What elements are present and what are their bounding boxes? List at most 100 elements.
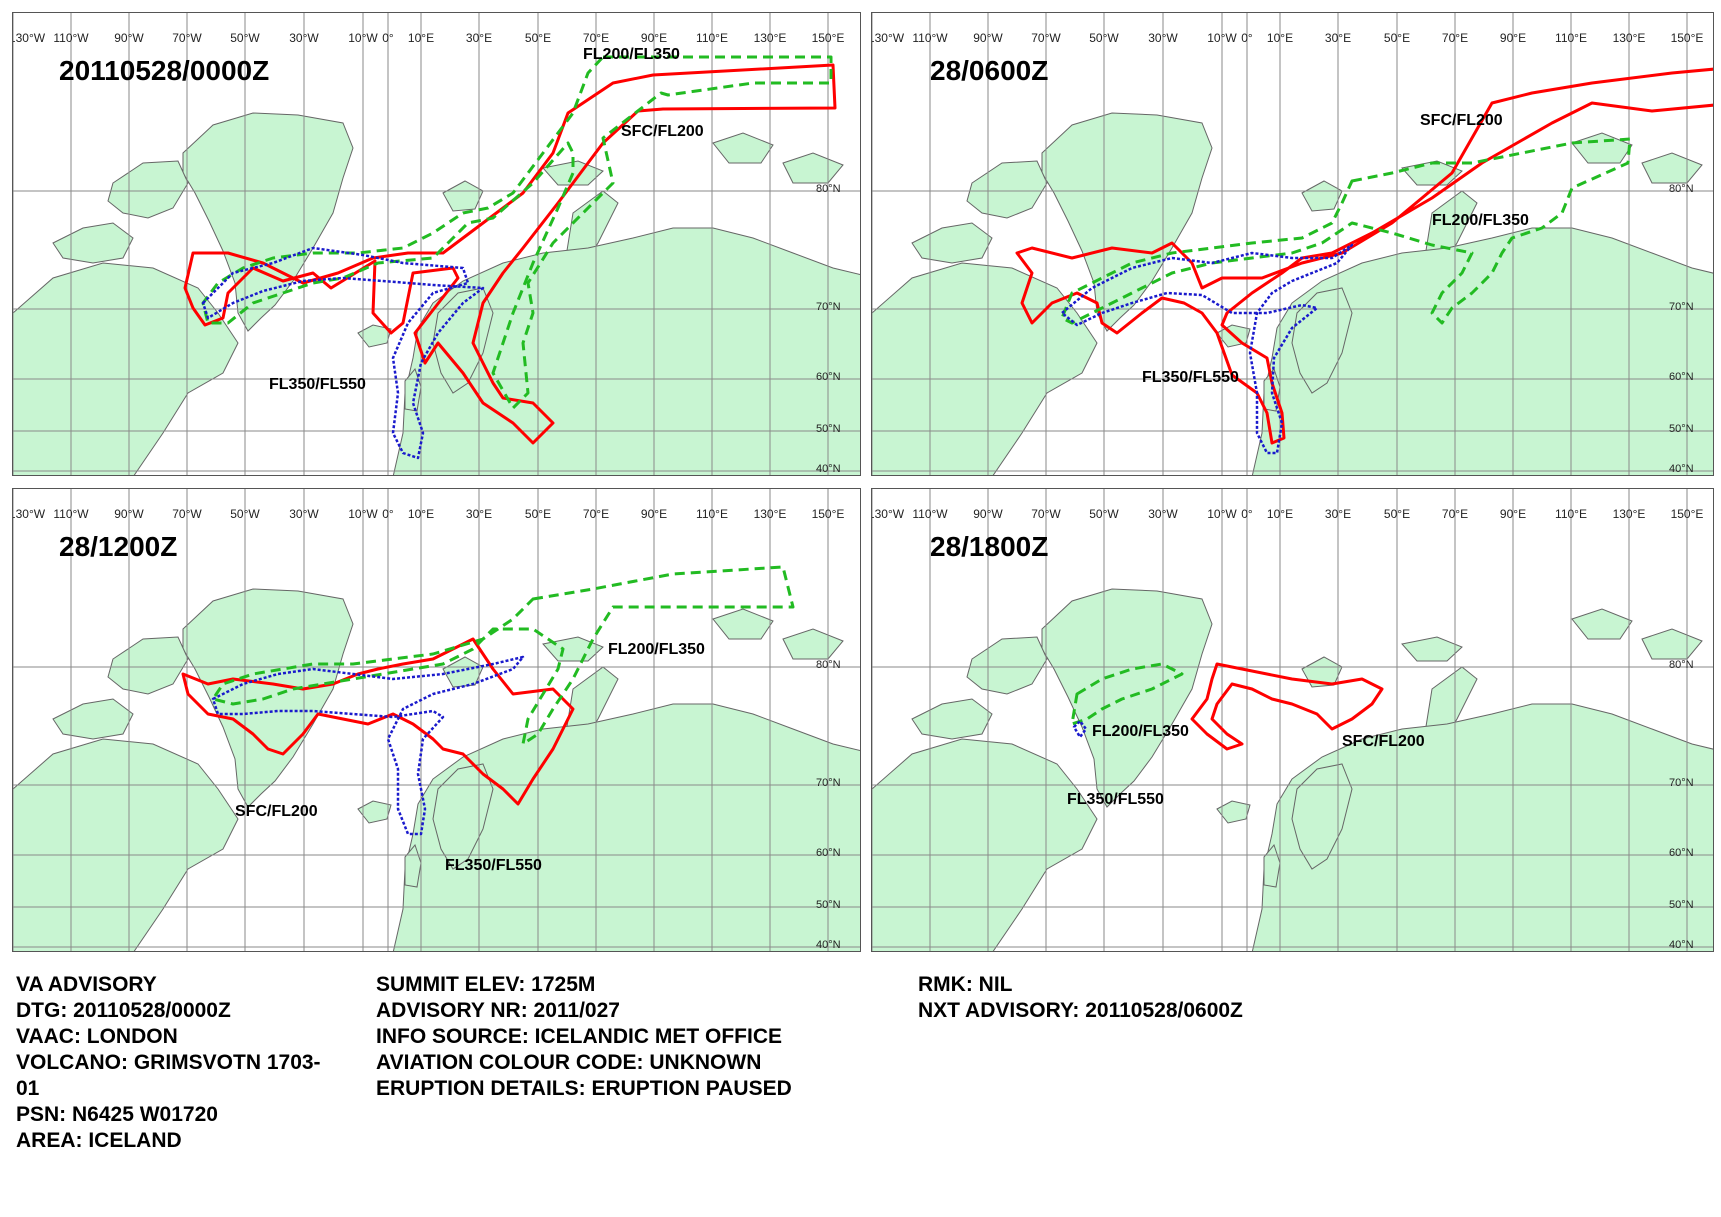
latitude-label: 40°N — [1669, 463, 1694, 475]
longitude-label: 90°E — [1499, 507, 1527, 521]
longitude-label: 50°W — [1089, 31, 1119, 45]
longitude-label: 10°W — [1207, 31, 1237, 45]
longitude-label: 110°W — [912, 31, 948, 45]
sfc-fl200-polygon — [183, 63, 837, 445]
landmass — [911, 222, 993, 264]
landmass — [1641, 628, 1703, 660]
longitude-label: 10°E — [407, 31, 435, 45]
longitude-label: 130°E — [1612, 507, 1646, 521]
panel-title: 28/1800Z — [930, 531, 1049, 562]
longitude-label: 30°E — [465, 31, 493, 45]
fl200-fl350-polygon — [211, 565, 795, 746]
longitude-label: 110°E — [1555, 31, 1587, 45]
landmass — [107, 636, 189, 695]
longitude-label: 110°W — [53, 31, 89, 45]
longitude-label: 30°E — [1324, 31, 1352, 45]
advisory-line: NXT ADVISORY: 20110528/0600Z — [918, 999, 1243, 1022]
ash-cloud-group — [1070, 662, 1384, 751]
panel-title: 28/1200Z — [59, 531, 178, 562]
landmass — [52, 222, 134, 264]
map-canvas — [13, 489, 860, 951]
advisory-line: ADVISORY NR: 2011/027 — [376, 999, 620, 1022]
longitude-label: 30°W — [1148, 507, 1178, 521]
advisory-line: RMK: NIL — [918, 973, 1013, 996]
longitude-label: 90°E — [640, 507, 668, 521]
advisory-line: ERUPTION DETAILS: ERUPTION PAUSED — [376, 1077, 792, 1100]
sfc-fl200-polygon — [1190, 662, 1384, 751]
landmass — [712, 132, 774, 164]
latitude-label: 70°N — [1669, 777, 1694, 789]
longitude-label: 150°E — [811, 31, 845, 45]
longitude-label: 70°W — [1031, 507, 1061, 521]
landmass — [52, 698, 134, 740]
longitude-label: 90°W — [114, 507, 144, 521]
latitude-label: 50°N — [1669, 899, 1694, 911]
advisory-line: VA ADVISORY — [16, 973, 157, 996]
longitude-label: 70°E — [1441, 507, 1469, 521]
longitude-label: 70°W — [172, 31, 202, 45]
longitude-label: 110°W — [53, 507, 89, 521]
latitude-label: 40°N — [1669, 939, 1694, 951]
map-panel-1200z: 28/1200Z FL200/FL350 SFC/FL200 FL350/FL5… — [12, 488, 861, 952]
map-panel-0600z: 28/0600Z SFC/FL200 FL200/FL350 FL350/FL5… — [871, 12, 1714, 476]
longitude-label: 10°W — [1207, 507, 1237, 521]
longitude-label: 10°E — [407, 507, 435, 521]
longitude-label: 50°E — [524, 507, 552, 521]
advisory-line: AREA: ICELAND — [16, 1129, 182, 1152]
advisory-col-1: VA ADVISORY DTG: 20110528/0000Z VAAC: LO… — [16, 972, 321, 1154]
landmass — [432, 287, 494, 394]
longitude-label: 110°W — [912, 507, 948, 521]
advisory-col-3: RMK: NIL NXT ADVISORY: 20110528/0600Z — [918, 972, 1243, 1024]
advisory-line: DTG: 20110528/0000Z — [16, 999, 231, 1022]
longitude-label: 0° — [1241, 507, 1253, 521]
longitude-label: 150°E — [811, 507, 845, 521]
sfc-fl200-label: SFC/FL200 — [235, 803, 318, 820]
longitude-label: 90°W — [114, 31, 144, 45]
landmass — [1641, 152, 1703, 184]
landmass-group — [872, 112, 1713, 475]
landmass — [872, 738, 1098, 951]
longitude-label: 50°E — [1383, 31, 1411, 45]
fl350-fl550-label: FL350/FL550 — [445, 857, 542, 874]
longitude-label: 70°E — [582, 31, 610, 45]
longitude-label: 70°E — [582, 507, 610, 521]
advisory-line: VOLCANO: GRIMSVOTN 1703- — [16, 1051, 321, 1074]
fl200-fl350-label: FL200/FL350 — [608, 641, 705, 658]
latitude-label: 50°N — [1669, 423, 1694, 435]
longitude-label: 0° — [382, 31, 394, 45]
advisory-line: VAAC: LONDON — [16, 1025, 178, 1048]
landmass — [1401, 636, 1463, 662]
landmass — [966, 160, 1048, 219]
latitude-label: 40°N — [816, 939, 841, 951]
graticule — [872, 489, 1713, 951]
longitude-label: 50°E — [1383, 507, 1411, 521]
landmass — [1216, 800, 1251, 824]
panel-title: 20110528/0000Z — [59, 55, 270, 86]
landmass-group — [13, 112, 860, 475]
landmass — [1291, 287, 1353, 394]
landmass — [782, 628, 844, 660]
longitude-label: 70°W — [172, 507, 202, 521]
landmass — [13, 262, 239, 475]
longitude-label: 50°E — [524, 31, 552, 45]
longitude-label: 70°W — [1031, 31, 1061, 45]
latitude-label: 70°N — [816, 777, 841, 789]
ash-cloud-group — [181, 565, 795, 836]
longitude-label: 130°W — [12, 507, 46, 521]
longitude-label: 10°E — [1266, 507, 1294, 521]
sfc-fl200-label: SFC/FL200 — [1342, 733, 1425, 750]
longitude-label: 30°E — [1324, 507, 1352, 521]
longitude-label: 130°W — [871, 507, 905, 521]
graticule — [13, 13, 860, 475]
fl350-fl550-polygon — [1060, 243, 1354, 455]
landmass — [1571, 132, 1633, 164]
landmass — [107, 160, 189, 219]
fl350-fl550-polygon — [1072, 719, 1088, 739]
sfc-fl200-label: SFC/FL200 — [621, 123, 704, 140]
fl200-fl350-polygon — [1070, 662, 1184, 726]
longitude-label: 70°E — [1441, 31, 1469, 45]
landmass — [1301, 180, 1343, 212]
latitude-label: 80°N — [1669, 183, 1694, 195]
map-canvas — [872, 489, 1713, 951]
graticule — [13, 489, 860, 951]
